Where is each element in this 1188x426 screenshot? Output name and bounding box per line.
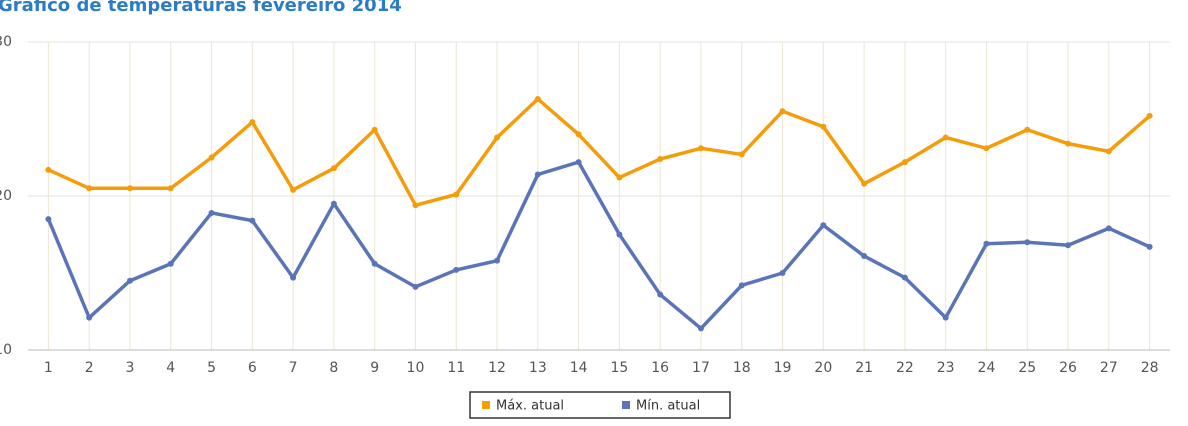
x-tick-label: 10 (407, 360, 425, 376)
point (330, 200, 337, 207)
point (249, 217, 256, 224)
point (494, 257, 501, 264)
point (86, 314, 93, 321)
x-tick-label: 17 (692, 360, 710, 376)
point (779, 270, 786, 276)
legend-label: Máx. atual (496, 399, 564, 414)
point (371, 126, 378, 133)
point (779, 108, 786, 115)
series-line (47, 96, 1151, 208)
series-line (46, 160, 1151, 331)
point (861, 253, 868, 260)
x-tick-label: 19 (774, 360, 792, 376)
x-tick-label: 21 (855, 360, 873, 376)
legend-label: Mín. atual (636, 399, 700, 414)
x-tick-label: 25 (1018, 360, 1036, 376)
chart-title: Gráfico de temperaturas fevereiro 2014 (0, 0, 402, 16)
point (1065, 242, 1072, 249)
point (249, 119, 256, 126)
point (86, 185, 93, 192)
point (290, 274, 297, 281)
x-tick-label: 2 (85, 360, 94, 376)
point (697, 145, 704, 152)
point (1105, 148, 1112, 155)
point (738, 151, 745, 158)
point (738, 282, 745, 289)
x-tick-label: 26 (1059, 360, 1077, 376)
y-tick-label: 30 (0, 34, 12, 50)
x-tick-label: 14 (570, 360, 588, 376)
x-tick-label: 20 (814, 360, 832, 376)
point (494, 134, 501, 141)
x-tick-label: 3 (126, 360, 135, 376)
point (126, 277, 133, 284)
x-tick-label: 27 (1100, 360, 1118, 376)
x-tick-label: 1 (44, 360, 53, 376)
point (657, 156, 664, 163)
point (167, 260, 174, 267)
y-tick-label: 10 (0, 342, 12, 358)
point (290, 186, 297, 193)
x-tick-label: 4 (166, 360, 175, 376)
x-tick-label: 13 (529, 360, 547, 376)
point (861, 180, 868, 187)
point (126, 185, 133, 192)
point (942, 134, 949, 141)
point (208, 154, 215, 161)
x-tick-label: 12 (488, 360, 506, 376)
point (901, 159, 908, 166)
point (942, 314, 949, 321)
point (901, 274, 908, 281)
point (453, 266, 460, 273)
point (1065, 140, 1072, 147)
point (45, 166, 52, 173)
point (657, 291, 664, 298)
point (534, 171, 541, 178)
x-tick-label: 18 (733, 360, 751, 376)
x-tick-label: 7 (289, 360, 298, 376)
point (1146, 112, 1153, 119)
x-tick-label: 16 (651, 360, 669, 376)
point (45, 216, 52, 223)
point (616, 231, 623, 238)
point (820, 222, 827, 229)
point (697, 325, 704, 332)
legend (469, 391, 731, 419)
legend-swatch (482, 401, 490, 409)
x-tick-label: 22 (896, 360, 914, 376)
legend-swatch (622, 401, 630, 409)
x-tick-label: 5 (207, 360, 216, 376)
point (1105, 225, 1112, 232)
x-tick-label: 11 (447, 360, 465, 376)
point (534, 95, 541, 102)
point (167, 185, 174, 192)
x-tick-label: 6 (248, 360, 257, 376)
point (575, 159, 582, 166)
x-tick-label: 9 (370, 360, 379, 376)
x-tick-label: 28 (1141, 360, 1159, 376)
point (453, 191, 460, 198)
x-tick-label: 15 (610, 360, 628, 376)
point (983, 145, 990, 152)
point (371, 260, 378, 267)
x-tick-label: 24 (978, 360, 996, 376)
point (575, 131, 582, 138)
x-tick-label: 23 (937, 360, 955, 376)
point (208, 209, 215, 216)
y-tick-label: 20 (0, 188, 12, 204)
point (1146, 243, 1153, 250)
point (820, 123, 827, 130)
point (412, 202, 419, 209)
x-tick-label: 8 (329, 360, 338, 376)
point (1024, 126, 1031, 133)
point (412, 283, 419, 290)
point (616, 174, 623, 181)
point (983, 240, 990, 247)
point (1024, 239, 1031, 246)
point (330, 165, 337, 172)
